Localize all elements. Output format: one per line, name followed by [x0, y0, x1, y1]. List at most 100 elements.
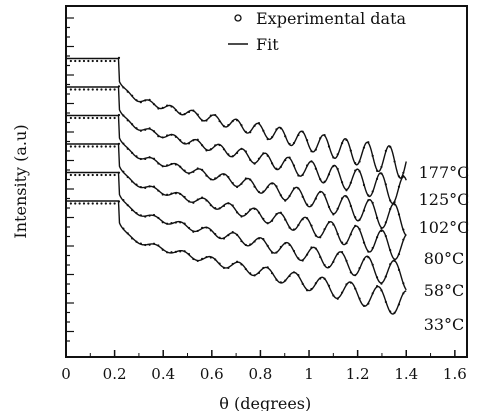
data-point: [393, 160, 396, 163]
data-point: [253, 240, 256, 243]
data-point: [174, 250, 177, 253]
data-point: [209, 178, 212, 181]
data-point: [170, 221, 173, 225]
data-point: [91, 173, 94, 177]
data-point: [179, 250, 182, 253]
data-point: [87, 202, 90, 205]
data-point: [257, 122, 261, 125]
data-point: [336, 153, 339, 156]
data-point: [367, 199, 370, 202]
data-point: [126, 175, 129, 179]
data-point: [166, 222, 169, 225]
data-point: [266, 244, 269, 247]
data-point: [371, 154, 374, 157]
data-point: [310, 160, 313, 163]
data-point: [323, 134, 326, 137]
data-point: [74, 202, 77, 205]
data-point: [314, 197, 317, 200]
data-point: [117, 142, 121, 145]
data-point: [152, 130, 156, 133]
data-point: [109, 145, 112, 148]
data-point: [205, 119, 208, 122]
data-point: [139, 242, 142, 245]
data-point: [117, 200, 121, 203]
data-point: [91, 59, 94, 63]
data-point: [389, 310, 392, 313]
data-point: [266, 222, 269, 225]
data-point: [74, 145, 77, 148]
data-point: [244, 130, 247, 133]
data-point: [397, 268, 401, 271]
data-point: [270, 182, 274, 185]
data-point: [402, 171, 405, 174]
data-point: [96, 88, 99, 91]
data-point: [288, 194, 291, 198]
data-point: [314, 234, 317, 237]
data-point: [244, 212, 247, 216]
data-point: [183, 222, 186, 225]
data-point: [257, 211, 261, 214]
data-point: [275, 128, 278, 131]
data-point: [196, 138, 199, 141]
data-point: [371, 246, 374, 250]
data-point: [78, 202, 81, 205]
data-point: [284, 218, 287, 221]
data-point: [100, 88, 103, 91]
data-point: [183, 195, 186, 199]
data-point: [257, 157, 261, 160]
data-point: [131, 208, 134, 212]
data-point: [266, 266, 269, 269]
data-point: [345, 138, 348, 142]
data-point: [166, 193, 169, 196]
data-point: [126, 119, 129, 122]
data-point: [109, 59, 112, 63]
data-point: [362, 304, 366, 307]
data-point: [82, 88, 86, 91]
data-point: [152, 157, 156, 160]
data-point: [375, 177, 379, 181]
x-tick-label: 1.2: [346, 365, 370, 383]
data-point: [113, 88, 116, 91]
data-point: [314, 148, 317, 151]
data-point: [319, 178, 322, 181]
data-point: [227, 234, 230, 237]
data-point: [78, 88, 81, 91]
data-point: [301, 218, 304, 221]
data-point: [187, 172, 191, 175]
fit-line: [66, 171, 407, 291]
legend-label-experimental: Experimental data: [256, 9, 407, 28]
data-point: [354, 224, 357, 227]
data-point: [349, 149, 352, 152]
data-point: [187, 253, 191, 256]
data-point: [183, 113, 186, 116]
data-point: [157, 244, 160, 247]
data-point: [222, 148, 226, 151]
data-point: [183, 169, 186, 172]
data-point: [336, 232, 339, 236]
fit-line: [66, 57, 407, 179]
data-point: [297, 273, 300, 277]
data-point: [214, 113, 217, 117]
data-point: [196, 113, 199, 116]
data-point: [78, 173, 81, 177]
data-point: [332, 223, 335, 226]
data-point: [375, 169, 379, 173]
data-point: [284, 279, 287, 282]
data-point: [78, 116, 81, 120]
data-point: [354, 274, 357, 277]
data-point: [332, 294, 335, 297]
data-point: [257, 190, 261, 194]
data-point: [275, 167, 278, 170]
data-point: [297, 133, 300, 137]
temp-label: 80°C: [424, 249, 465, 268]
x-tick-label: 0.8: [248, 365, 272, 383]
data-point: [82, 59, 86, 63]
data-point: [144, 243, 147, 247]
data-point: [279, 127, 282, 130]
data-point: [397, 253, 401, 256]
data-point: [244, 243, 247, 247]
data-point: [358, 228, 361, 231]
data-point: [301, 259, 304, 262]
x-tick-label: 0.6: [200, 365, 224, 383]
data-point: [78, 59, 81, 63]
